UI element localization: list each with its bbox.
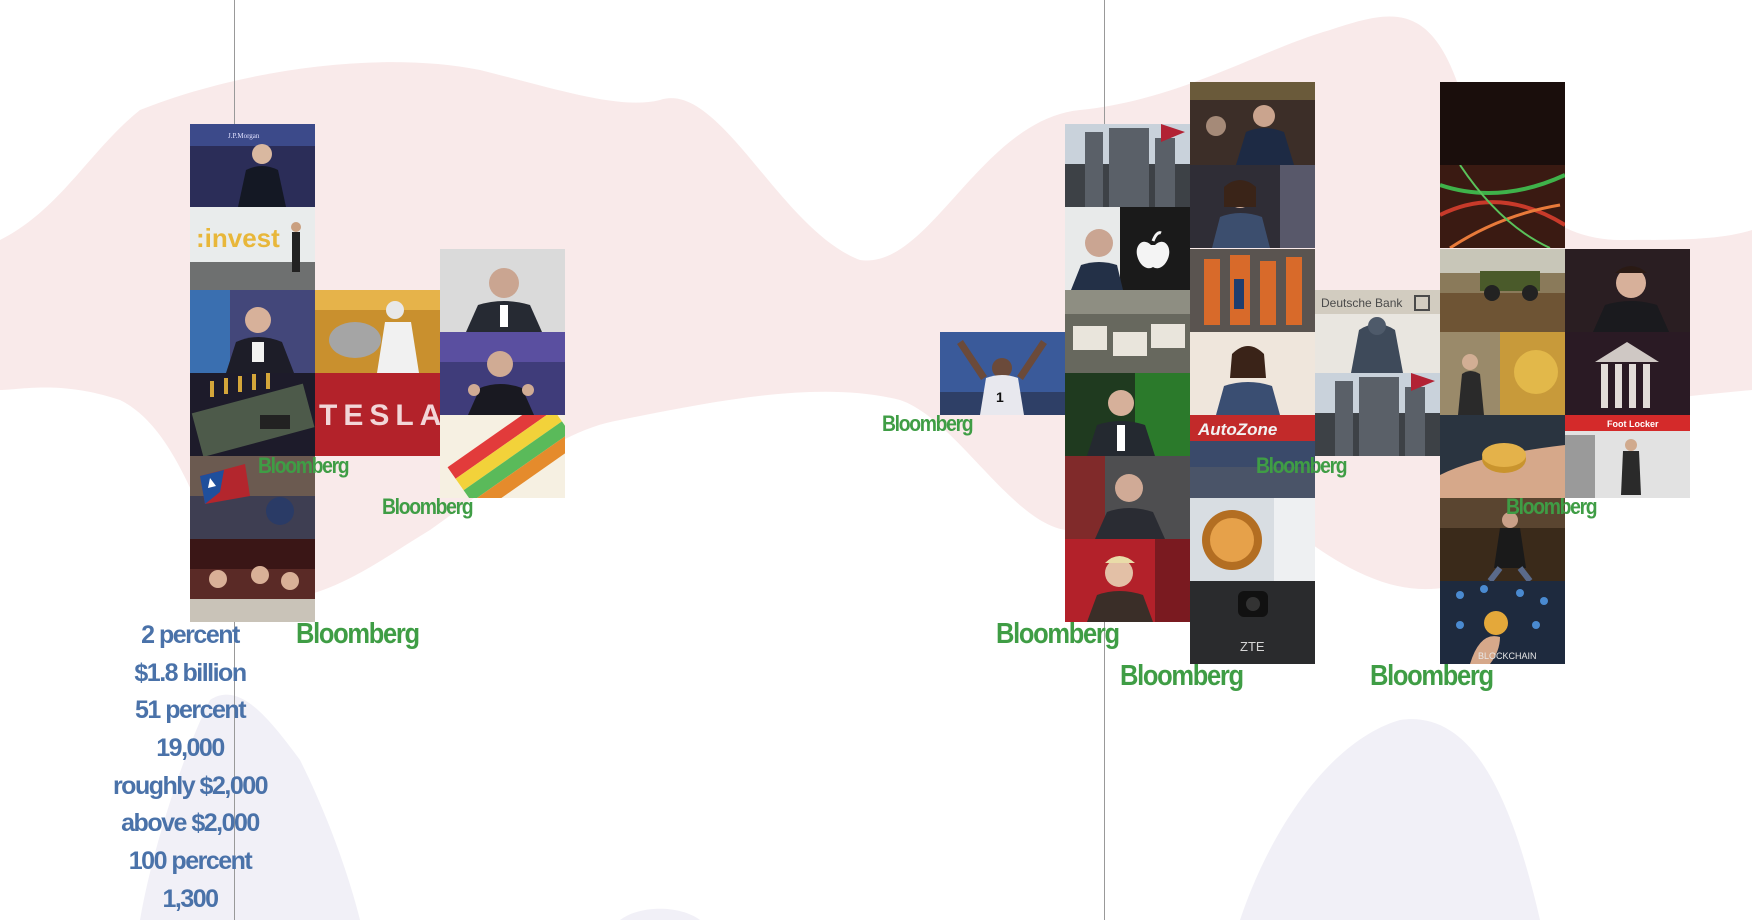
- source-label: Bloomberg: [258, 453, 350, 478]
- svg-text:BLOCKCHAIN: BLOCKCHAIN: [1478, 651, 1537, 661]
- photo-tile: [190, 373, 315, 456]
- photo-tile: [190, 290, 315, 373]
- photo-tile: Deutsche Bank: [1315, 290, 1440, 373]
- svg-text:1: 1: [996, 389, 1004, 405]
- photo-tile: J.P.Morgan: [190, 124, 315, 207]
- photo-tile: [1065, 373, 1190, 456]
- photo-tile: :invest: [190, 207, 315, 290]
- source-label: Bloomberg: [996, 618, 1120, 650]
- photo-tile: 1: [940, 332, 1065, 415]
- photo-tile: [315, 290, 440, 373]
- photo-tile: BLOCKCHAIN: [1440, 581, 1565, 664]
- svg-text:Deutsche Bank: Deutsche Bank: [1321, 296, 1403, 310]
- photo-tile: [190, 539, 315, 622]
- source-label: Bloomberg: [296, 618, 420, 650]
- photo-tile: [440, 332, 565, 415]
- photo-tile: [1440, 249, 1565, 332]
- photo-tile: [1190, 332, 1315, 415]
- photo-tile: [1440, 332, 1565, 415]
- source-label: Bloomberg: [1370, 660, 1494, 692]
- source-label: Bloomberg: [1256, 453, 1348, 478]
- lavender-blob-right: [1240, 719, 1540, 920]
- figure-item: 2 percent: [141, 621, 240, 649]
- photo-tile: [1565, 249, 1690, 332]
- lavender-blob-left: [140, 694, 360, 920]
- photo-tile: [1440, 498, 1565, 581]
- photo-tile: [1565, 332, 1690, 415]
- figure-item: above $2,000: [121, 809, 260, 838]
- figure-item: roughly $2,000: [112, 771, 269, 800]
- svg-text:Foot Locker: Foot Locker: [1607, 419, 1659, 429]
- photo-tile: [1065, 456, 1190, 539]
- photo-tile: [190, 456, 315, 539]
- photo-tile: [1065, 290, 1190, 373]
- photo-tile: TESLA: [315, 373, 440, 456]
- photo-tile: [1440, 415, 1565, 498]
- photo-tile: AutoZone: [1190, 415, 1315, 498]
- photo-tile: Foot Locker: [1565, 415, 1690, 498]
- photo-tile: [1190, 82, 1315, 165]
- figure-item: 19,000: [156, 734, 225, 763]
- svg-text:J.P.Morgan: J.P.Morgan: [228, 132, 260, 140]
- photo-tile: [1065, 207, 1190, 290]
- photo-tile: [1190, 498, 1315, 581]
- source-label: Bloomberg: [1120, 660, 1244, 692]
- source-label: Bloomberg: [382, 494, 474, 519]
- figure-item: $1.8 billion: [134, 658, 247, 687]
- figure-item: 51 percent: [134, 696, 247, 725]
- photo-tile: [1065, 539, 1190, 622]
- photo-tile: [1440, 165, 1565, 248]
- svg-text:ZTE: ZTE: [1240, 639, 1265, 654]
- photo-tile: [440, 249, 565, 332]
- lavender-blob-mid: [620, 908, 700, 920]
- photo-tile: [1190, 249, 1315, 332]
- photo-tile: [440, 415, 565, 498]
- photo-tile: [1190, 165, 1315, 248]
- photo-tile: [1065, 124, 1190, 207]
- figures-list: 2 percent $1.8 billion 51 percent 19,000…: [95, 617, 285, 919]
- svg-text:TESLA: TESLA: [319, 399, 440, 432]
- figure-item: 100 percent: [128, 847, 253, 876]
- svg-text::invest: :invest: [196, 223, 280, 253]
- source-label: Bloomberg: [1506, 494, 1598, 519]
- figure-item: 1,300: [162, 884, 219, 913]
- svg-text:AutoZone: AutoZone: [1197, 420, 1277, 439]
- photo-tile: ZTE: [1190, 581, 1315, 664]
- source-label: Bloomberg: [882, 411, 974, 436]
- photo-tile: [1315, 373, 1440, 456]
- photo-tile: [1440, 82, 1565, 165]
